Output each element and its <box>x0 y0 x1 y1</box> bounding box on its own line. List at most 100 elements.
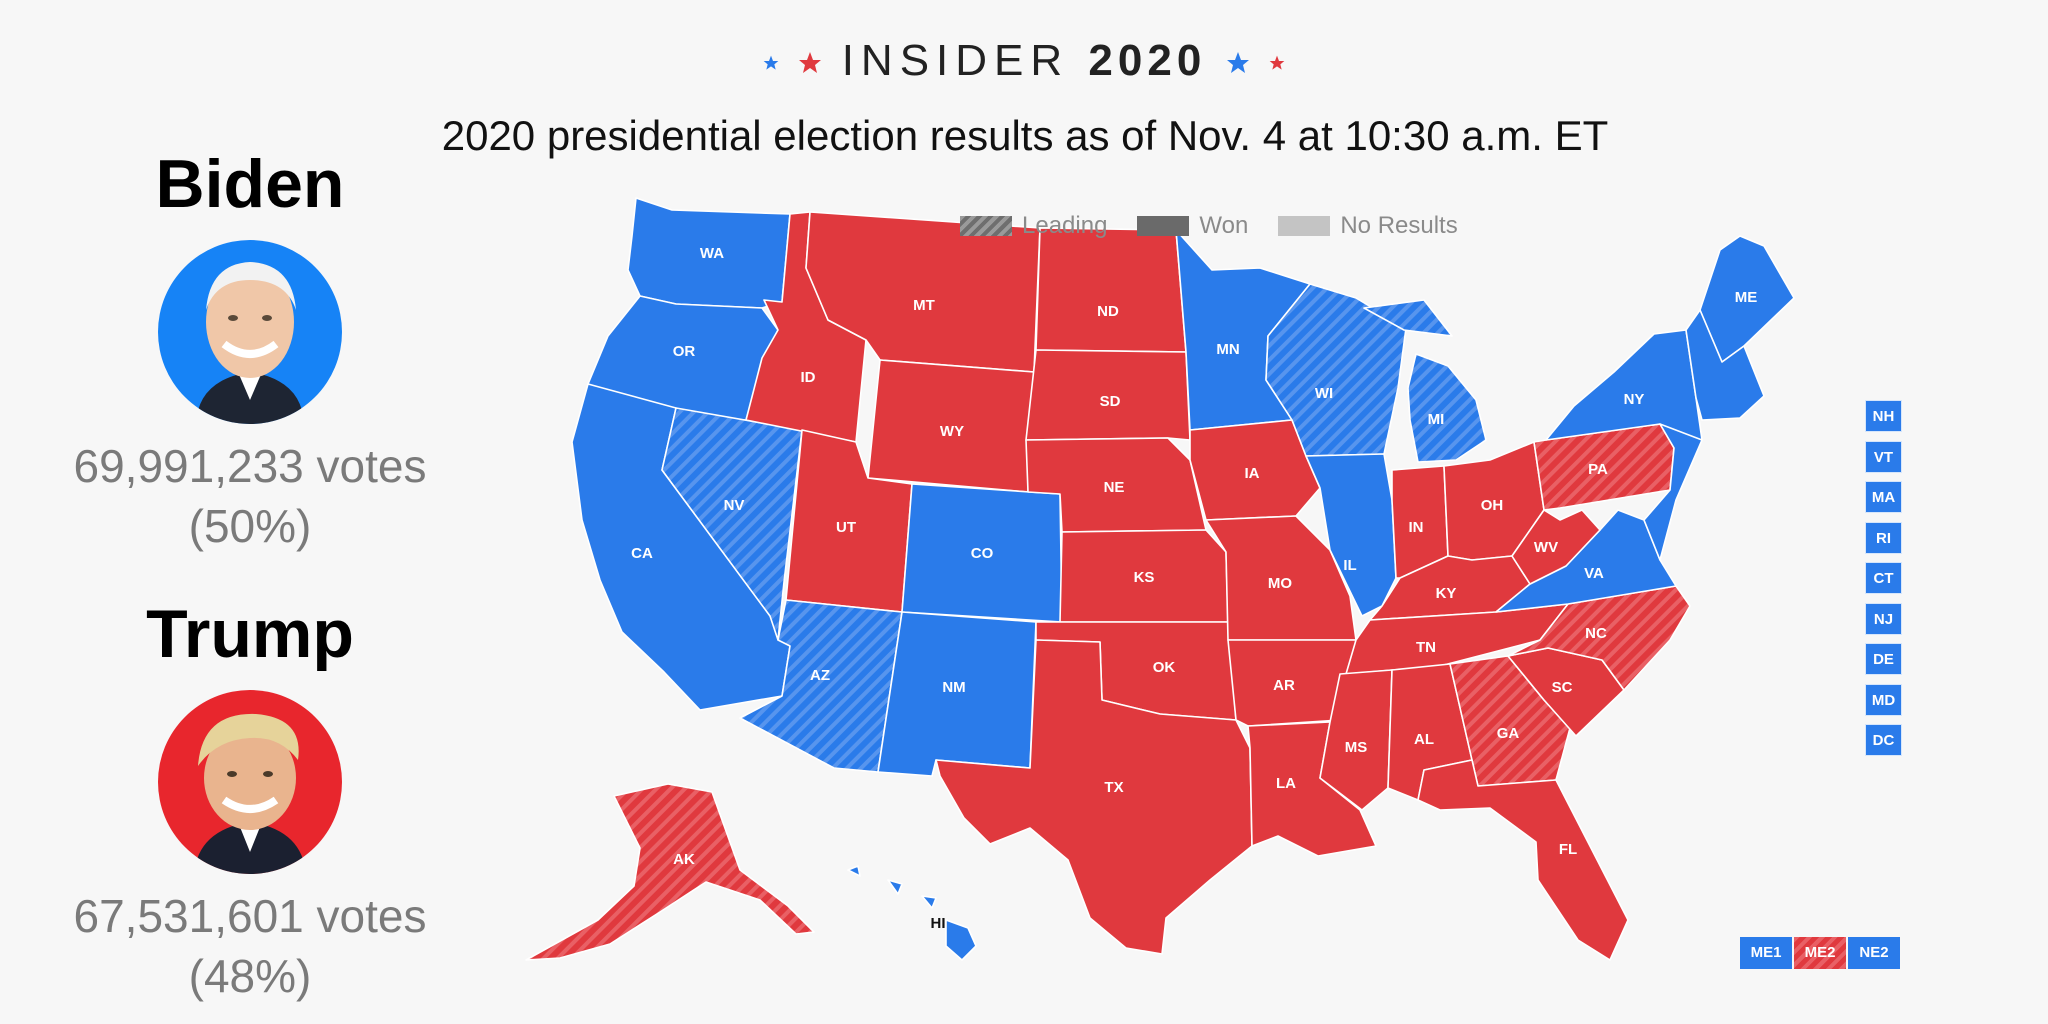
svg-text:NY: NY <box>1624 391 1645 408</box>
svg-text:WY: WY <box>940 423 964 440</box>
portrait-illustration <box>196 262 304 424</box>
district-box-me2[interactable]: ME2 <box>1794 937 1846 969</box>
svg-text:NE: NE <box>1104 479 1125 496</box>
svg-text:VA: VA <box>1584 565 1604 582</box>
svg-text:WI: WI <box>1315 385 1333 402</box>
state-box[interactable]: CT <box>1865 562 1902 594</box>
svg-text:NM: NM <box>942 679 965 696</box>
svg-text:OR: OR <box>673 343 696 360</box>
legend-leading: Leading <box>960 212 1107 240</box>
district-box-ne2[interactable]: NE2 <box>1848 937 1900 969</box>
state-AK[interactable] <box>525 783 815 961</box>
candidate-panel-biden: Biden 69,991,233 votes (50%) <box>40 150 460 556</box>
page-title: 2020 presidential election results as of… <box>441 112 1609 159</box>
state-box[interactable]: MD <box>1865 683 1902 716</box>
svg-text:PA: PA <box>1588 461 1608 478</box>
svg-text:AR: AR <box>1273 677 1295 694</box>
svg-text:ME: ME <box>1735 289 1758 306</box>
small-blue-star-icon <box>763 56 779 71</box>
svg-text:FL: FL <box>1559 841 1577 858</box>
state-labels: WA OR CA NV ID MT WY UT AZ CO NM ND SD N… <box>631 245 1757 932</box>
red-star-icon <box>799 52 822 74</box>
candidate-panel-trump: Trump 67,531,601 votes (48%) <box>40 600 460 1006</box>
svg-text:WV: WV <box>1534 539 1558 556</box>
svg-text:MI: MI <box>1428 411 1445 428</box>
candidate-name: Biden <box>155 146 345 222</box>
svg-text:MS: MS <box>1345 739 1368 756</box>
svg-text:MO: MO <box>1268 575 1292 592</box>
svg-text:ID: ID <box>801 369 816 386</box>
state-MO[interactable] <box>1205 515 1357 641</box>
svg-text:KY: KY <box>1436 585 1457 602</box>
svg-text:LA: LA <box>1276 775 1296 792</box>
state-box[interactable]: NH <box>1865 400 1902 432</box>
legend-no-results-label: No Results <box>1340 212 1458 239</box>
svg-text:CA: CA <box>631 545 653 562</box>
candidate-votes: 69,991,233 votes <box>73 440 427 492</box>
district-boxes: ME1 ME2 NE2 <box>1740 937 1900 969</box>
candidate-votes: 67,531,601 votes <box>73 890 427 942</box>
svg-text:SD: SD <box>1100 393 1121 410</box>
svg-text:IL: IL <box>1343 557 1356 574</box>
state-WI[interactable] <box>1265 283 1407 457</box>
svg-text:WA: WA <box>700 245 724 262</box>
blue-star-icon <box>1226 52 1249 74</box>
state-box[interactable]: NJ <box>1865 602 1902 635</box>
state-TX[interactable] <box>935 639 1253 955</box>
candidate-portrait-trump <box>158 690 342 874</box>
state-box[interactable]: VT <box>1865 440 1902 473</box>
legend-no-results: No Results <box>1278 212 1458 240</box>
svg-text:SC: SC <box>1552 679 1573 696</box>
leading-swatch <box>960 216 1012 236</box>
svg-text:UT: UT <box>836 519 856 536</box>
state-HI[interactable] <box>847 865 977 961</box>
svg-text:OH: OH <box>1481 497 1504 514</box>
svg-text:OK: OK <box>1153 659 1176 676</box>
legend-won: Won <box>1137 212 1248 240</box>
state-FL[interactable] <box>1417 759 1629 961</box>
legend-leading-label: Leading <box>1022 212 1108 239</box>
district-box-me1[interactable]: ME1 <box>1740 937 1792 969</box>
no-results-swatch <box>1278 216 1331 236</box>
svg-text:KS: KS <box>1134 569 1155 586</box>
state-SD[interactable] <box>1025 349 1191 441</box>
brand-year: 2020 <box>1088 36 1207 85</box>
candidate-name: Trump <box>146 596 354 672</box>
candidate-percent: (50%) <box>188 500 312 552</box>
state-box[interactable]: DE <box>1865 643 1902 675</box>
svg-text:ND: ND <box>1097 303 1119 320</box>
brand-word: INSIDER <box>841 36 1070 85</box>
portrait-illustration <box>194 713 306 874</box>
state-WV[interactable] <box>1511 509 1601 585</box>
map-legend: Leading Won No Results <box>960 212 1458 240</box>
state-ND[interactable] <box>1035 227 1187 353</box>
state-MI[interactable] <box>1363 299 1487 463</box>
svg-text:CO: CO <box>971 545 994 562</box>
state-NE-corridor[interactable] <box>1643 423 1703 561</box>
brand-logo: INSIDER 2020 <box>0 36 2048 86</box>
candidate-portrait-biden <box>158 240 342 424</box>
state-box[interactable]: RI <box>1865 521 1902 554</box>
svg-text:MN: MN <box>1216 341 1239 358</box>
svg-text:TN: TN <box>1416 639 1436 656</box>
svg-text:IN: IN <box>1409 519 1424 536</box>
state-box[interactable]: MA <box>1865 481 1902 513</box>
small-state-boxes: NH VT MA RI CT NJ DE MD DC <box>1865 400 1902 765</box>
small-red-star-icon <box>1269 56 1285 71</box>
svg-text:MT: MT <box>913 297 935 314</box>
svg-text:NV: NV <box>724 497 745 514</box>
svg-text:AK: AK <box>673 851 695 868</box>
svg-text:AZ: AZ <box>810 667 830 684</box>
legend-won-label: Won <box>1199 212 1249 239</box>
state-box[interactable]: DC <box>1865 724 1902 756</box>
svg-text:HI: HI <box>931 915 946 932</box>
svg-text:NC: NC <box>1585 625 1607 642</box>
svg-text:AL: AL <box>1414 731 1434 748</box>
candidate-percent: (48%) <box>188 950 312 1002</box>
won-swatch <box>1137 216 1190 236</box>
svg-text:GA: GA <box>1497 725 1520 742</box>
svg-text:IA: IA <box>1245 465 1260 482</box>
svg-text:TX: TX <box>1104 779 1123 796</box>
state-NE-newengland[interactable] <box>1685 309 1765 421</box>
